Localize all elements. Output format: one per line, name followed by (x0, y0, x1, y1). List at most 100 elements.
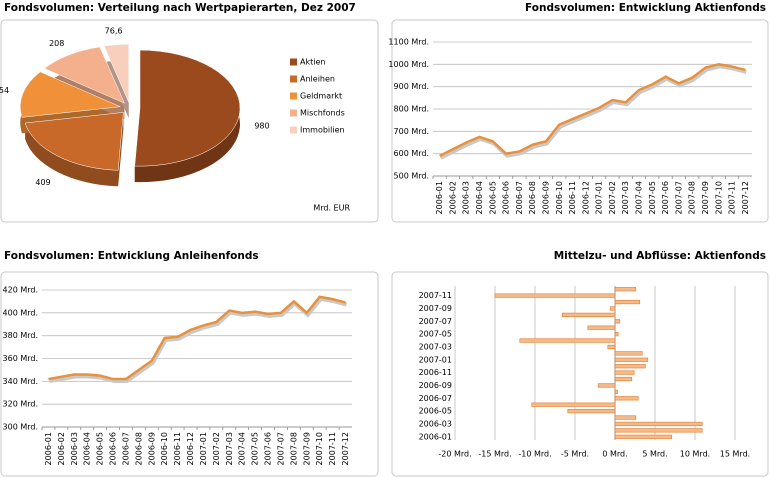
bar (531, 402, 616, 407)
x-tick-label: 2006-02 (448, 181, 457, 214)
bar (614, 428, 703, 433)
data-line (439, 63, 746, 158)
x-tick-label: 2007-10 (714, 181, 723, 214)
y-tick-label: 2007-03 (419, 342, 452, 351)
bar (614, 351, 643, 356)
x-tick-label: 2006-01 (44, 432, 53, 465)
pie-slice (24, 112, 124, 171)
x-tick-label: 2006-08 (134, 432, 143, 465)
y-tick-label: 2007-07 (419, 317, 452, 326)
y-tick-label: 1000 Mrd. (388, 60, 429, 69)
x-tick-label: 2007-11 (328, 432, 337, 465)
x-tick-label: 2007-09 (701, 181, 710, 214)
bar (609, 306, 616, 311)
x-tick-label: 2007-04 (238, 432, 247, 465)
y-tick-label: 400 Mrd. (3, 308, 38, 317)
x-tick-label: 2007-10 (315, 432, 324, 465)
y-tick-label: 2006-07 (419, 394, 452, 403)
y-tick-label: 360 Mrd. (3, 354, 38, 363)
bar (614, 421, 703, 427)
x-tick-label: 2006-12 (186, 432, 195, 465)
x-tick-label: 2006-09 (147, 432, 156, 465)
x-tick-label: 2007-06 (264, 432, 273, 465)
chart-title: Fondsvolumen: Entwicklung Aktienfonds (525, 2, 766, 14)
x-tick-label: 15 Mrd. (720, 450, 750, 459)
y-tick-label: 900 Mrd. (394, 82, 429, 91)
chart-title: Fondsvolumen: Verteilung nach Wertpapier… (4, 2, 356, 14)
x-tick-label: 2007-03 (621, 181, 630, 214)
chart-title: Mittelzu- und Abflüsse: Aktienfonds (554, 250, 766, 262)
x-tick-label: 2006-04 (475, 181, 484, 214)
x-tick-label: -20 Mrd. (438, 450, 471, 459)
x-tick-label: -5 Mrd. (561, 450, 589, 459)
data-label: 76,6 (105, 26, 123, 35)
y-tick-label: 300 Mrd. (3, 423, 38, 432)
x-tick-label: 2006-12 (581, 181, 590, 214)
x-tick-label: 2007-01 (199, 432, 208, 465)
x-tick-label: 2007-02 (608, 181, 617, 214)
legend-label: Aktien (300, 58, 325, 67)
x-tick-label: 2006-11 (173, 432, 182, 465)
x-tick-label: 5 Mrd. (642, 450, 667, 459)
x-tick-label: 2006-01 (435, 181, 444, 214)
x-tick-label: -15 Mrd. (478, 450, 511, 459)
x-tick-label: 2007-09 (302, 432, 311, 465)
data-label: 980 (254, 122, 269, 131)
bar (614, 389, 618, 394)
x-tick-label: 2007-05 (648, 181, 657, 214)
y-tick-label: 2007-11 (419, 291, 452, 300)
x-tick-label: 2006-06 (109, 432, 118, 465)
legend-label: Anleihen (300, 75, 335, 84)
x-tick-label: 2007-07 (674, 181, 683, 214)
x-tick-label: 2007-08 (289, 432, 298, 465)
y-tick-label: 2007-05 (419, 330, 452, 339)
bar (519, 338, 616, 343)
x-tick-label: 2007-03 (225, 432, 234, 465)
x-tick-label: 2007-02 (212, 432, 221, 465)
pie-slice (43, 46, 125, 104)
bar (567, 409, 616, 414)
bar (614, 364, 646, 369)
pie-slice (103, 43, 130, 103)
y-tick-label: 320 Mrd. (3, 400, 38, 409)
bar (614, 357, 649, 362)
legend-label: Mischfonds (300, 109, 345, 118)
y-tick-label: 600 Mrd. (394, 149, 429, 158)
x-tick-label: 2006-07 (121, 432, 130, 465)
bar (614, 319, 621, 324)
bar (607, 344, 616, 350)
pie-slice (134, 49, 241, 167)
x-tick-label: 2007-05 (251, 432, 260, 465)
x-tick-label: 2007-12 (341, 432, 350, 465)
bar (614, 332, 619, 337)
legend-swatch (290, 92, 297, 100)
data-label: 208 (49, 39, 64, 48)
x-tick-label: 0 Mrd. (602, 450, 627, 459)
x-tick-label: 2007-04 (635, 181, 644, 214)
x-tick-label: 2007-06 (661, 181, 670, 214)
data-label: 254 (0, 86, 9, 95)
bar (561, 312, 616, 317)
y-tick-label: 500 Mrd. (394, 172, 429, 181)
x-tick-label: 2006-05 (96, 432, 105, 465)
bar (614, 287, 637, 292)
bar (494, 293, 616, 298)
y-tick-label: 2006-09 (419, 381, 452, 390)
x-tick-label: 2006-11 (568, 181, 577, 214)
x-tick-label: 2006-07 (515, 181, 524, 214)
legend-label: Geldmarkt (300, 92, 342, 101)
bar (597, 383, 616, 388)
x-tick-label: 2007-12 (741, 181, 750, 214)
line-shadow (439, 64, 747, 160)
x-tick-label: 2006-10 (555, 181, 564, 214)
x-tick-label: 2007-07 (276, 432, 285, 465)
bar (614, 299, 641, 305)
panel (391, 19, 769, 223)
x-tick-label: 2006-08 (528, 181, 537, 214)
x-tick-label: 2006-09 (541, 181, 550, 214)
pie-slice (20, 71, 122, 118)
bar (614, 434, 673, 439)
x-tick-label: 2006-03 (462, 181, 471, 214)
bar (614, 370, 635, 375)
